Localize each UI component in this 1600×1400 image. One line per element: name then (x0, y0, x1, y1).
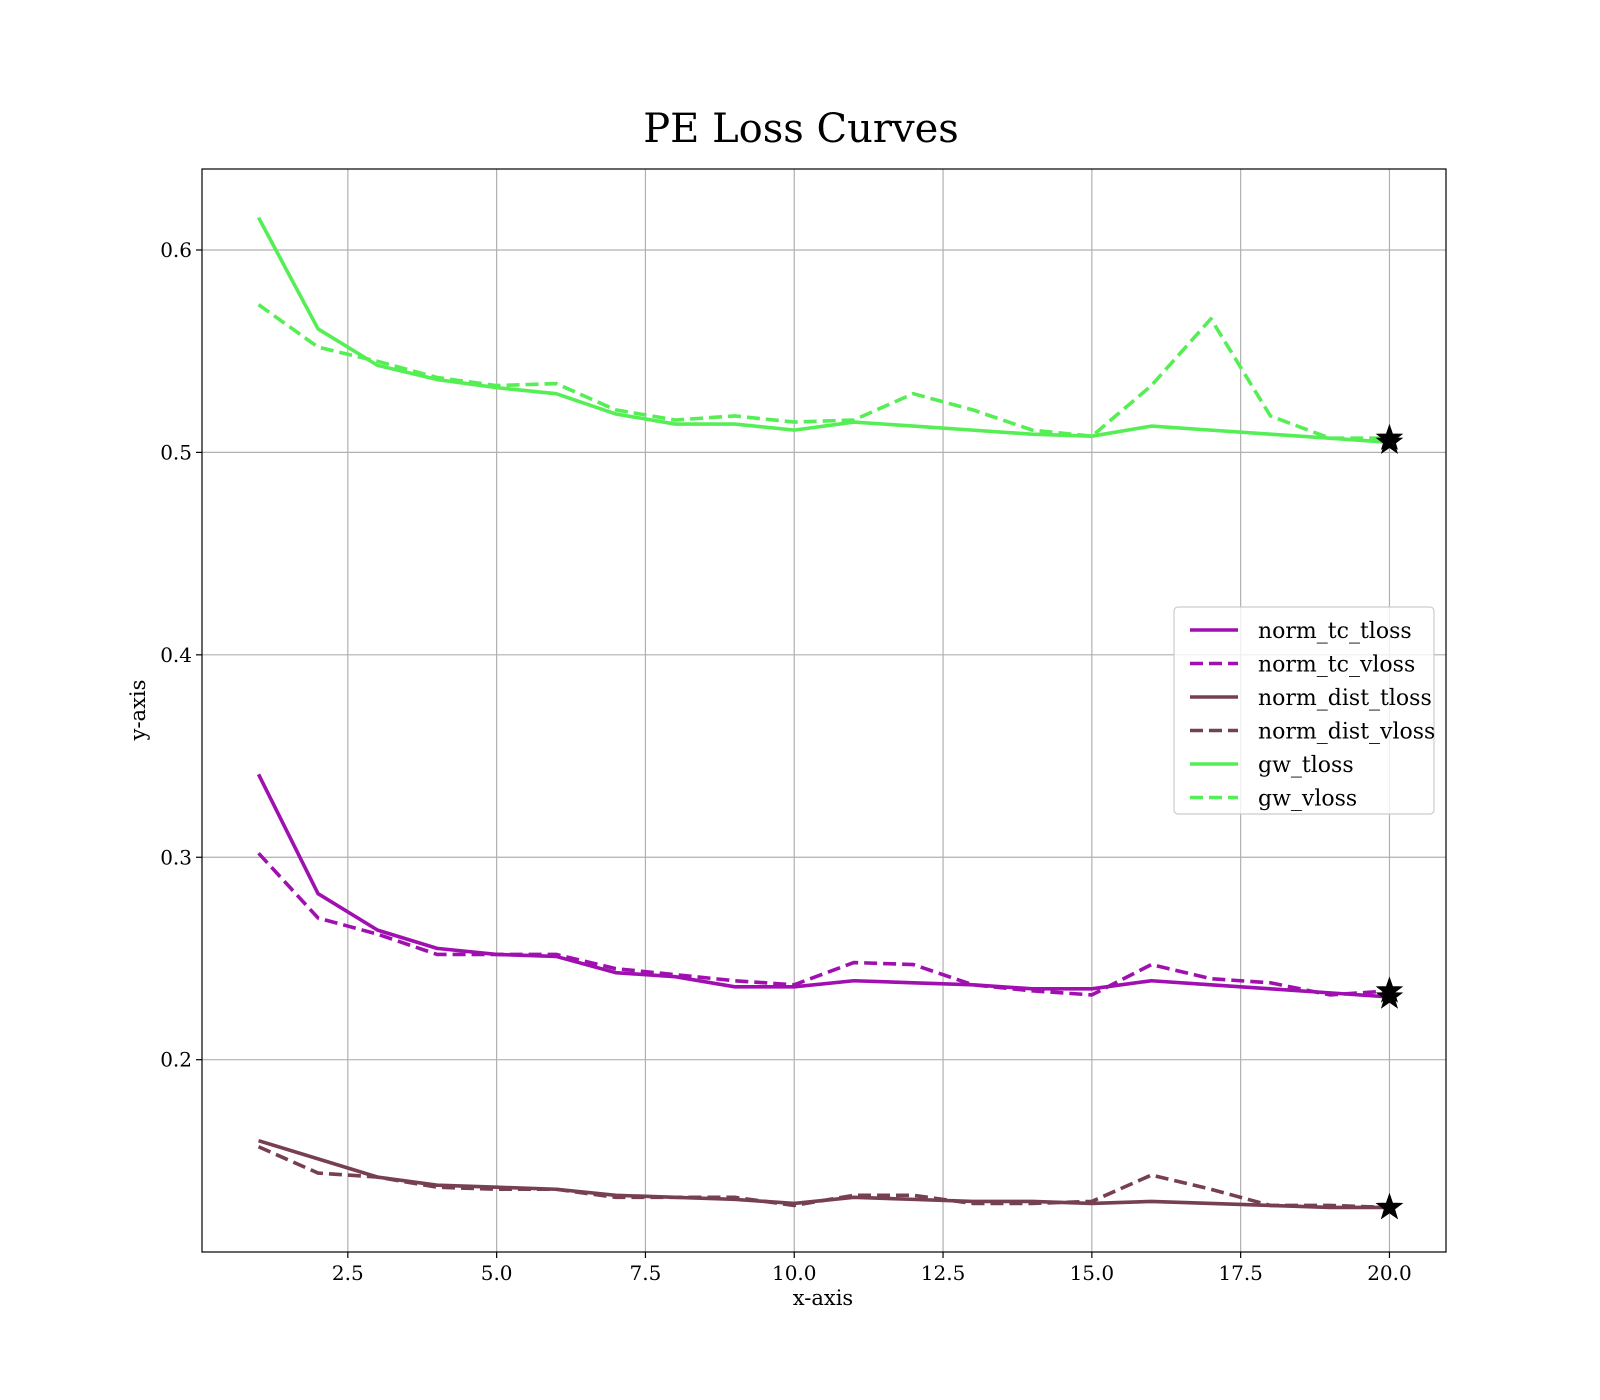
y-tick-label: 0.5 (160, 440, 192, 464)
y-axis-label: y-axis (126, 680, 150, 742)
x-tick-label: 15.0 (1070, 1261, 1115, 1285)
series-line-norm-dist-tloss (258, 1138, 1390, 1210)
legend-entries: norm_tc_tloss norm_tc_vloss norm_dist_tlos… (1190, 619, 1435, 812)
axis-ticks: 2.5 5.0 7.5 10.0 12.5 15.0 17.5 20.0 0.2 0.3 0.4 0.… (160, 238, 1412, 1285)
series-line-norm-dist-vloss (257, 1145, 1390, 1210)
x-tick-label: 17.5 (1218, 1261, 1263, 1285)
legend-label-gw-vloss: gw_vloss (1258, 787, 1357, 812)
x-tick-label: 7.5 (630, 1261, 662, 1285)
y-tick-label: 0.3 (160, 845, 192, 869)
x-tick-label: 5.0 (481, 1261, 513, 1285)
legend-label-gw-tloss: gw_tloss (1258, 753, 1354, 778)
series-lines (256, 216, 1390, 1210)
star-marker-norm-dist-vloss (1375, 1192, 1404, 1220)
series-line-gw-vloss (257, 303, 1390, 441)
series-line-norm-tc-vloss (257, 851, 1390, 997)
plot-frame (201, 168, 1447, 1253)
star-marker-gw-vloss (1375, 423, 1404, 450)
legend-label-norm-tc-tloss: norm_tc_tloss (1258, 619, 1412, 644)
series-line-gw-tloss (256, 216, 1390, 445)
y-tick-label: 0.2 (160, 1048, 192, 1072)
end-markers (1375, 423, 1404, 1220)
series-line-norm-tc-tloss (256, 773, 1390, 999)
x-tick-label: 20.0 (1367, 1261, 1412, 1285)
legend: norm_tc_tloss norm_tc_vloss norm_dist_tlos… (1173, 606, 1435, 815)
y-tick-label: 0.6 (160, 238, 192, 262)
y-tick-label: 0.4 (160, 643, 192, 667)
legend-label-norm-tc-vloss: norm_tc_vloss (1258, 653, 1415, 678)
legend-label-norm-dist-tloss: norm_dist_tloss (1258, 686, 1432, 711)
x-tick-label: 2.5 (332, 1261, 364, 1285)
legend-label-norm-dist-vloss: norm_dist_vloss (1258, 720, 1435, 745)
star-marker-norm-tc-vloss (1375, 976, 1404, 1003)
chart-title: PE Loss Curves (643, 106, 959, 152)
x-tick-label: 12.5 (921, 1261, 966, 1285)
grid (202, 169, 1446, 1252)
legend-box (1173, 606, 1435, 815)
x-tick-label: 10.0 (772, 1261, 817, 1285)
x-axis-label: x-axis (793, 1286, 853, 1310)
